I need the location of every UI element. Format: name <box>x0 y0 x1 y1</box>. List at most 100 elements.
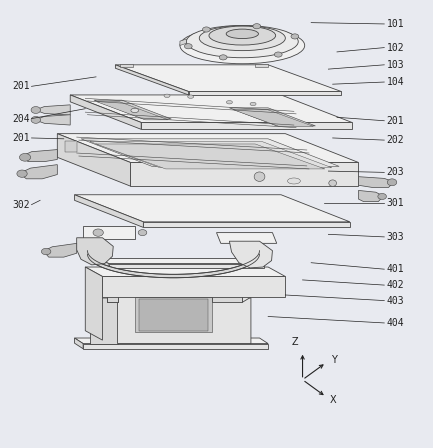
Polygon shape <box>90 142 332 168</box>
Ellipse shape <box>291 34 299 39</box>
Polygon shape <box>188 91 341 95</box>
Polygon shape <box>116 65 341 91</box>
Polygon shape <box>74 338 268 344</box>
Ellipse shape <box>164 94 170 98</box>
Polygon shape <box>116 65 188 95</box>
Ellipse shape <box>378 194 386 199</box>
Polygon shape <box>359 190 384 202</box>
Polygon shape <box>87 251 259 278</box>
Polygon shape <box>81 139 339 166</box>
Text: 302: 302 <box>12 200 30 210</box>
Polygon shape <box>35 115 70 125</box>
Ellipse shape <box>186 26 298 58</box>
Text: 404: 404 <box>386 318 404 328</box>
Polygon shape <box>96 258 109 268</box>
Polygon shape <box>109 263 264 268</box>
Text: X: X <box>330 396 336 405</box>
Ellipse shape <box>180 27 305 64</box>
Ellipse shape <box>253 24 261 29</box>
Text: 201: 201 <box>12 133 30 143</box>
Polygon shape <box>120 64 132 67</box>
Polygon shape <box>90 293 117 344</box>
Ellipse shape <box>250 102 256 106</box>
Ellipse shape <box>387 179 397 186</box>
Polygon shape <box>141 122 352 129</box>
Polygon shape <box>180 39 186 45</box>
Polygon shape <box>143 222 350 228</box>
Ellipse shape <box>203 27 210 32</box>
Ellipse shape <box>199 26 285 51</box>
Ellipse shape <box>329 180 336 186</box>
Text: 202: 202 <box>386 135 404 145</box>
Polygon shape <box>233 110 313 126</box>
Polygon shape <box>35 105 70 115</box>
Ellipse shape <box>184 43 192 49</box>
Polygon shape <box>94 100 171 119</box>
Polygon shape <box>83 344 268 349</box>
Polygon shape <box>65 141 77 152</box>
Text: 303: 303 <box>386 232 404 242</box>
Polygon shape <box>85 267 103 340</box>
Polygon shape <box>90 293 251 298</box>
Polygon shape <box>57 134 130 186</box>
Polygon shape <box>130 163 359 186</box>
Polygon shape <box>216 233 277 243</box>
Polygon shape <box>107 281 117 302</box>
Polygon shape <box>74 195 350 222</box>
Polygon shape <box>103 276 285 297</box>
Ellipse shape <box>138 229 147 236</box>
Ellipse shape <box>275 52 282 57</box>
Ellipse shape <box>219 55 227 60</box>
Polygon shape <box>70 95 352 122</box>
Text: 403: 403 <box>386 296 404 306</box>
Ellipse shape <box>19 154 31 161</box>
Ellipse shape <box>254 172 265 181</box>
Polygon shape <box>229 241 272 268</box>
Polygon shape <box>74 338 83 349</box>
Text: 204: 204 <box>12 114 30 124</box>
Polygon shape <box>70 95 141 129</box>
Text: 101: 101 <box>386 19 404 29</box>
Ellipse shape <box>187 95 194 99</box>
Polygon shape <box>212 276 251 286</box>
Polygon shape <box>117 293 251 344</box>
Ellipse shape <box>17 170 27 177</box>
Text: 203: 203 <box>386 168 404 177</box>
Ellipse shape <box>93 229 103 236</box>
Polygon shape <box>22 150 57 162</box>
Text: 103: 103 <box>386 60 404 70</box>
Polygon shape <box>135 297 212 332</box>
Polygon shape <box>212 286 242 302</box>
Ellipse shape <box>226 100 233 104</box>
Polygon shape <box>92 276 117 302</box>
Polygon shape <box>139 299 208 331</box>
Polygon shape <box>96 258 264 263</box>
Text: 201: 201 <box>386 116 404 126</box>
Polygon shape <box>83 226 135 239</box>
Text: 102: 102 <box>386 43 404 52</box>
Polygon shape <box>359 177 394 187</box>
Ellipse shape <box>131 108 139 112</box>
Ellipse shape <box>288 178 301 184</box>
Polygon shape <box>255 64 268 67</box>
Ellipse shape <box>209 26 276 45</box>
Polygon shape <box>74 195 143 228</box>
Text: Z: Z <box>291 337 298 348</box>
Text: 301: 301 <box>386 198 404 208</box>
Polygon shape <box>242 276 251 302</box>
Ellipse shape <box>31 116 41 123</box>
Polygon shape <box>19 164 57 179</box>
Polygon shape <box>229 108 316 126</box>
Text: 104: 104 <box>386 77 404 87</box>
Polygon shape <box>97 102 168 120</box>
Polygon shape <box>96 144 325 169</box>
Polygon shape <box>57 134 359 163</box>
Ellipse shape <box>31 107 41 113</box>
Ellipse shape <box>226 29 259 39</box>
Polygon shape <box>77 238 113 265</box>
Text: 201: 201 <box>12 82 30 91</box>
Polygon shape <box>85 267 285 276</box>
Text: 401: 401 <box>386 264 404 274</box>
Ellipse shape <box>42 248 51 255</box>
Polygon shape <box>44 243 77 257</box>
